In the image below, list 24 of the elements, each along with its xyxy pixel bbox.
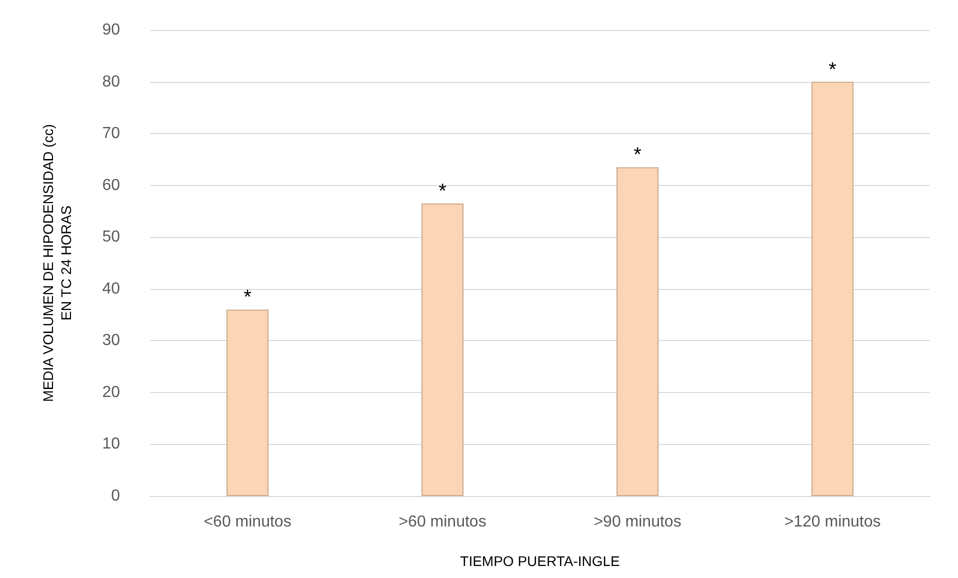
y-tick-label: 90 bbox=[102, 22, 120, 38]
y-tick-label: 70 bbox=[102, 125, 120, 142]
x-tick-label: <60 minutos bbox=[204, 514, 292, 530]
annotation: * bbox=[438, 180, 447, 202]
bar bbox=[812, 82, 854, 496]
y-tick-label: 80 bbox=[102, 73, 120, 90]
annotation: * bbox=[634, 144, 642, 166]
annotation: * bbox=[244, 286, 252, 309]
y-axis-title: MEDIA VOLUMEN DE HIPODENSIDAD (cc) EN TC 24 HORAS bbox=[40, 124, 74, 402]
x-tick-label: >60 minutos bbox=[398, 514, 486, 530]
bar bbox=[422, 203, 464, 496]
annotation: * bbox=[828, 58, 837, 81]
y-tick-label: 30 bbox=[102, 332, 120, 350]
y-tick-label: 10 bbox=[102, 436, 120, 453]
bar bbox=[226, 310, 268, 496]
x-tick-label: >90 minutos bbox=[594, 514, 682, 530]
y-tick-label: 40 bbox=[102, 280, 120, 298]
y-tick-label: 60 bbox=[102, 176, 120, 194]
y-tick-label: 0 bbox=[111, 488, 120, 504]
bar bbox=[616, 167, 658, 496]
y-tick-label: 50 bbox=[102, 228, 120, 246]
y-tick-label: 20 bbox=[102, 384, 120, 401]
x-axis-title: TIEMPO PUERTA-INGLE bbox=[460, 553, 620, 569]
x-tick-label: >120 minutos bbox=[784, 514, 881, 530]
